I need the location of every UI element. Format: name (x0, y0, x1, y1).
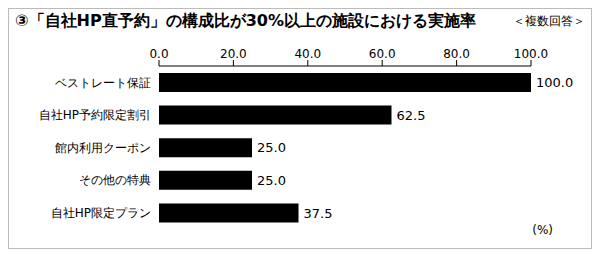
svg-text:62.5: 62.5 (397, 108, 426, 123)
svg-text:自社HP予約限定割引: 自社HP予約限定割引 (39, 108, 151, 122)
svg-text:0.0: 0.0 (149, 47, 168, 61)
svg-text:20.0: 20.0 (220, 47, 247, 61)
svg-text:ベストレート保証: ベストレート保証 (55, 76, 151, 90)
svg-text:60.0: 60.0 (369, 47, 396, 61)
svg-text:100.0: 100.0 (514, 47, 548, 61)
svg-text:37.5: 37.5 (304, 206, 333, 221)
svg-text:80.0: 80.0 (443, 47, 470, 61)
svg-text:その他の特典: その他の特典 (79, 173, 151, 187)
svg-text:25.0: 25.0 (257, 173, 286, 188)
svg-text:自社HP限定プラン: 自社HP限定プラン (51, 206, 151, 220)
html-text:③「自社HP直予約」の構成比が30%以上の施設における実施率: ③「自社HP直予約」の構成比が30%以上の施設における実施率 (15, 11, 476, 30)
svg-text:40.0: 40.0 (294, 47, 321, 61)
html-text:＜複数回答＞: ＜複数回答＞ (513, 14, 585, 28)
svg-text:25.0: 25.0 (257, 140, 286, 155)
svg-text:100.0: 100.0 (536, 75, 573, 90)
svg-text:館内利用クーポン: 館内利用クーポン (55, 141, 151, 155)
